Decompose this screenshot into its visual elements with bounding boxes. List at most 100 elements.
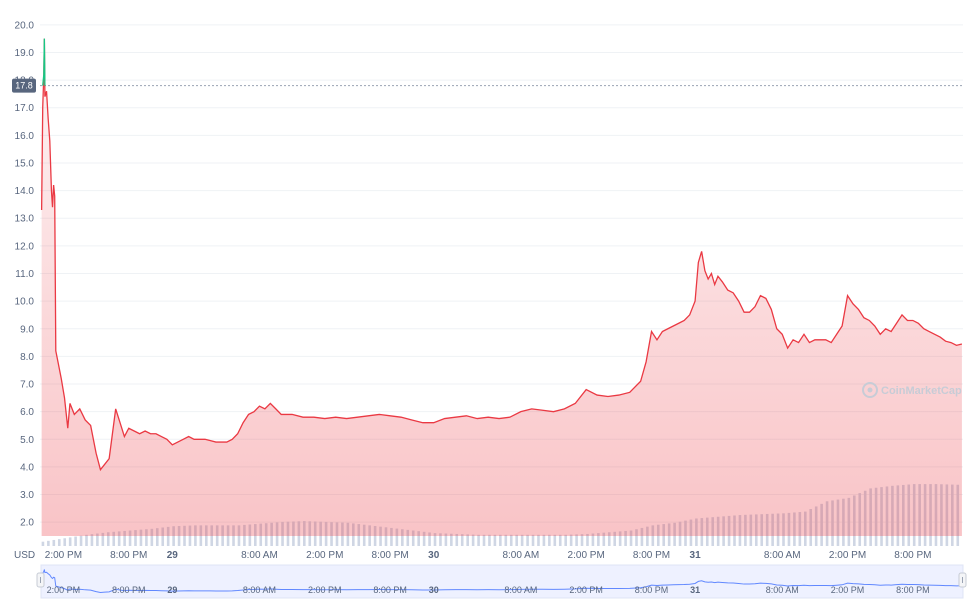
navigator-tick-label: 8:00 AM xyxy=(504,585,537,595)
volume-bar xyxy=(96,533,99,546)
x-tick-label: 8:00 PM xyxy=(110,550,147,561)
volume-bar xyxy=(373,526,377,546)
volume-bar xyxy=(564,534,567,546)
volume-bar xyxy=(101,532,105,546)
volume-bar xyxy=(57,539,61,546)
price-area-fill xyxy=(41,38,962,536)
volume-bar xyxy=(166,526,170,546)
watermark: CoinMarketCap xyxy=(862,382,962,398)
x-tick-label: 8:00 PM xyxy=(894,550,931,561)
y-tick-label: 8.0 xyxy=(20,352,34,363)
y-tick-label: 10.0 xyxy=(15,297,35,308)
volume-bar xyxy=(613,531,617,546)
y-axis: 20.019.018.017.016.015.014.013.012.011.0… xyxy=(15,20,35,528)
volume-bar xyxy=(117,531,121,546)
navigator-tick-label: 8:00 AM xyxy=(243,585,276,595)
volume-bar xyxy=(155,528,159,546)
volume-bar xyxy=(139,529,143,546)
volume-bar xyxy=(597,533,600,546)
volume-bar xyxy=(477,534,480,546)
coinmarketcap-logo-icon xyxy=(862,382,878,398)
navigator-tick-label: 2:00 PM xyxy=(47,585,81,595)
volume-bar xyxy=(455,533,459,546)
volume-bar xyxy=(63,538,67,546)
volume-bar xyxy=(112,531,116,546)
y-tick-label: 2.0 xyxy=(20,518,34,529)
navigator-right-handle[interactable] xyxy=(958,572,967,588)
y-tick-label: 5.0 xyxy=(20,435,34,446)
y-tick-label: 12.0 xyxy=(15,241,35,252)
navigator-left-handle[interactable] xyxy=(36,572,45,588)
y-tick-label: 16.0 xyxy=(15,131,35,142)
currency-label: USD xyxy=(14,550,35,561)
navigator-tick-label: 2:00 PM xyxy=(308,585,342,595)
volume-bar xyxy=(471,534,475,546)
current-price-badge: 17.8 xyxy=(12,78,36,93)
volume-bar xyxy=(558,534,562,546)
volume-bar xyxy=(488,534,491,546)
navigator-tick-label: 31 xyxy=(690,585,700,595)
x-tick-label: 2:00 PM xyxy=(45,550,82,561)
navigator-tick-label: 8:00 PM xyxy=(896,585,930,595)
y-tick-label: 11.0 xyxy=(15,269,34,280)
volume-bar xyxy=(553,534,557,546)
volume-bar xyxy=(482,534,486,546)
x-tick-label: 8:00 AM xyxy=(241,550,278,561)
volume-bar xyxy=(52,539,56,546)
volume-bar xyxy=(466,534,469,546)
y-tick-label: 20.0 xyxy=(15,20,35,31)
volume-bar xyxy=(537,534,540,546)
volume-bar xyxy=(379,526,382,546)
volume-bar xyxy=(542,534,546,546)
volume-bar xyxy=(134,530,137,546)
x-tick-label: 8:00 AM xyxy=(764,550,801,561)
volume-bar xyxy=(635,529,638,546)
y-tick-label: 4.0 xyxy=(20,462,34,473)
volume-bar xyxy=(444,533,448,546)
volume-bar xyxy=(602,532,606,546)
volume-bar xyxy=(428,532,431,546)
volume-bar xyxy=(68,537,72,546)
volume-bar xyxy=(411,530,415,546)
volume-bar xyxy=(106,532,110,546)
range-navigator[interactable]: 2:00 PM 8:00 PM 29 8:00 AM 2:00 PM 8:00 PM 30 8… xyxy=(36,564,967,599)
volume-bar xyxy=(460,534,464,546)
x-tick-label: 8:00 AM xyxy=(502,550,539,561)
volume-bar xyxy=(79,535,83,546)
volume-bar xyxy=(177,526,181,546)
volume-bar xyxy=(618,531,622,546)
navigator-tick-label: 8:00 PM xyxy=(635,585,669,595)
y-tick-label: 7.0 xyxy=(20,380,34,391)
volume-bar xyxy=(640,527,644,546)
volume-bar xyxy=(586,533,589,546)
volume-bar xyxy=(401,529,404,546)
volume-bar xyxy=(591,533,595,546)
x-tick-label: 29 xyxy=(167,550,179,561)
volume-bar xyxy=(569,534,573,546)
current-price-label: 17.8 xyxy=(15,81,33,91)
watermark-text: CoinMarketCap xyxy=(881,385,962,397)
navigator-line xyxy=(41,569,962,593)
navigator-tick-label: 2:00 PM xyxy=(569,585,603,595)
navigator-tick-label: 29 xyxy=(167,585,177,595)
y-tick-label: 6.0 xyxy=(20,407,34,418)
volume-bar xyxy=(172,526,175,546)
volume-bar xyxy=(128,530,132,546)
volume-bar xyxy=(406,529,410,546)
volume-bar xyxy=(390,527,393,546)
y-tick-label: 17.0 xyxy=(15,103,35,114)
volume-bar xyxy=(90,534,94,546)
volume-bar xyxy=(575,534,578,546)
volume-bar xyxy=(422,531,426,546)
volume-bar xyxy=(624,530,627,546)
x-tick-label: 2:00 PM xyxy=(829,550,866,561)
navigator-ticks: 2:00 PM 8:00 PM 29 8:00 AM 2:00 PM 8:00 PM 30 8… xyxy=(47,585,930,595)
volume-bar xyxy=(450,533,453,546)
volume-bar xyxy=(646,526,649,546)
y-tick-label: 9.0 xyxy=(20,324,34,335)
y-tick-label: 19.0 xyxy=(15,48,35,59)
y-tick-label: 13.0 xyxy=(15,214,35,225)
navigator-tick-label: 8:00 PM xyxy=(373,585,407,595)
volume-bar xyxy=(384,527,388,546)
